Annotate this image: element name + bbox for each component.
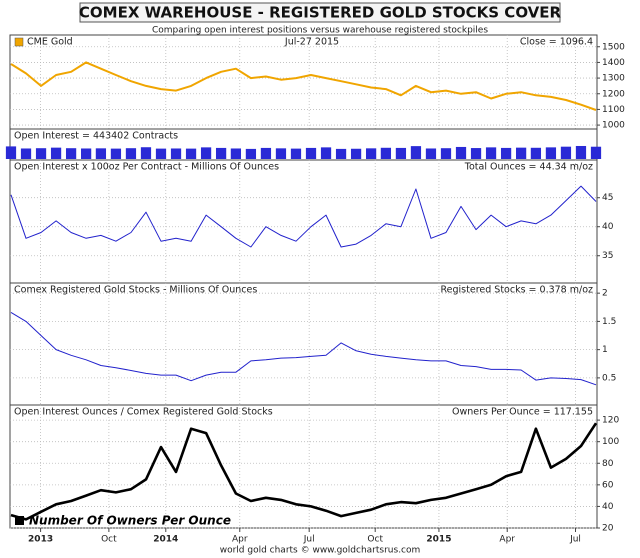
legend-label: Number Of Owners Per Ounce [29,514,231,528]
y-tick-label: 80 [602,459,614,469]
y-tick-label: 0.5 [602,373,616,383]
y-tick-label: 100 [602,437,619,447]
y-tick-label: 2 [602,289,608,299]
line-series [10,422,598,521]
y-tick-label: 60 [602,480,614,490]
bar [320,147,332,159]
bar [530,147,542,159]
bar [260,147,272,159]
bar [65,148,77,159]
legend-swatch [14,37,24,47]
panel-title: Open Interest = 443402 Contracts [14,131,178,142]
bar [440,148,452,159]
x-tick-label: Jul [569,535,581,545]
panel-annotation: Close = 1096.4 [520,37,593,48]
x-tick-label: Oct [101,535,117,545]
chart-title: COMEX WAREHOUSE - REGISTERED GOLD STOCKS… [79,4,562,22]
bar [410,146,422,159]
y-tick-label: 1500 [602,42,625,52]
legend-swatch [15,516,24,525]
bar [545,147,557,159]
bar [380,147,392,159]
bar [125,148,137,159]
x-tick-label: 2013 [28,535,53,545]
bar [290,148,302,159]
y-tick-label: 1000 [602,121,625,131]
x-tick-label: 2014 [153,535,178,545]
bar [95,148,107,159]
bar [215,147,227,159]
bar [425,148,437,159]
bar [110,148,122,159]
y-tick-label: 35 [602,251,613,261]
line-series [10,61,597,111]
bar [200,147,212,159]
y-tick-label: 20 [602,524,614,534]
legend-label: CME Gold [27,37,73,48]
bar [485,147,497,159]
y-tick-label: 40 [602,502,614,512]
chart-subtitle: Comparing open interest positions versus… [152,26,488,36]
bar [185,148,197,159]
bar [35,148,47,159]
x-tick-label: Apr [499,535,515,545]
bar [50,147,62,159]
y-tick-label: 1.5 [602,317,616,327]
x-tick-label: Apr [232,535,248,545]
panel-title: Open Interest Ounces / Comex Registered … [14,407,273,418]
x-tick-label: Jul [303,535,315,545]
panel-title: Comex Registered Gold Stocks - Millions … [14,285,257,296]
bar [20,148,32,159]
y-tick-label: 1 [602,345,608,355]
bar [365,148,377,159]
bar [590,146,602,159]
bar [275,148,287,159]
bar [230,148,242,159]
bar [500,147,512,159]
line-series [10,311,597,386]
panel-frame [9,404,598,529]
y-tick-label: 1400 [602,58,625,68]
line-series [10,185,597,248]
bar [350,148,362,159]
bar [515,147,527,159]
bar [455,146,467,159]
bar [5,146,17,159]
bar [335,148,347,159]
bar [305,147,317,159]
x-tick-label: Oct [367,535,383,545]
y-tick-label: 120 [602,416,619,426]
title-box [79,2,561,23]
bar [170,148,182,159]
bar [245,148,257,159]
y-tick-label: 1300 [602,74,625,84]
y-tick-label: 40 [602,222,614,232]
y-tick-label: 45 [602,193,613,203]
bar [140,147,152,159]
bar [395,147,407,159]
panel-title: Open Interest x 100oz Per Contract - Mil… [14,162,279,173]
x-tick-label: 2015 [426,535,451,545]
bar [560,146,572,159]
bar [80,148,92,159]
footer: world gold charts © www.goldchartsrus.co… [220,546,421,556]
panel-annotation: Total Ounces = 44.34 m/oz [464,162,593,173]
bar [575,145,587,159]
y-tick-label: 1200 [602,89,625,99]
bar [470,148,482,159]
panel-annotation: Owners Per Ounce = 117.155 [452,407,593,418]
y-tick-label: 1100 [602,105,625,115]
bar [155,148,167,159]
panel-annotation: Registered Stocks = 0.378 m/oz [440,285,593,296]
panel-date: Jul-27 2015 [284,37,339,48]
